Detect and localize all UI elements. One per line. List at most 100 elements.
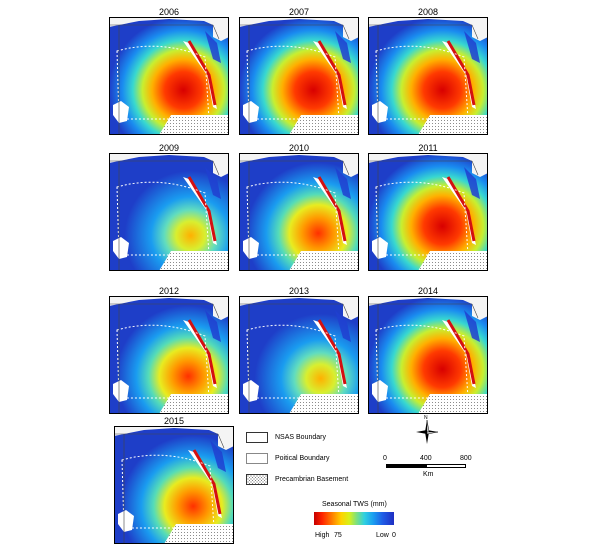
- sea-area: [368, 17, 488, 41]
- scale-bar-black: [386, 464, 426, 468]
- tws-map-2013: [239, 296, 359, 414]
- map-panel-2013: 2013: [239, 287, 359, 414]
- political-boundary: [109, 24, 220, 135]
- sea-area: [239, 296, 359, 320]
- map-panel-2014: 2014: [368, 287, 488, 414]
- panel-year-label: 2008: [417, 7, 439, 17]
- map-panel-2015: 2015: [114, 417, 234, 544]
- sea-area: [368, 296, 488, 320]
- scale-unit: Km: [423, 471, 434, 478]
- gilf-kebir-white-patch: [113, 101, 129, 123]
- map-panel-2009: 2009: [109, 144, 229, 271]
- panel-year-label: 2010: [288, 143, 310, 153]
- red-sea-coast-highlight: [187, 40, 217, 106]
- gilf-kebir-white-patch: [372, 101, 388, 123]
- nsas-boundary: [116, 181, 210, 256]
- political-boundary: [368, 160, 479, 271]
- panel-frame: [368, 17, 488, 135]
- colorbar-high-value: 75: [334, 532, 342, 539]
- colorbar-low-value: 0: [392, 532, 396, 539]
- sinai-region: [205, 31, 221, 63]
- tws-map-2012: [109, 296, 229, 414]
- sinai-region: [335, 310, 351, 342]
- nsas-boundary: [375, 181, 469, 256]
- map-panel-2011: 2011: [368, 144, 488, 271]
- sinai-region: [464, 310, 480, 342]
- gilf-kebir-white-patch: [118, 510, 134, 532]
- sinai-region: [335, 167, 351, 199]
- map-panel-2012: 2012: [109, 287, 229, 414]
- sea-area: [114, 426, 234, 450]
- red-sea-coast-highlight: [187, 319, 217, 385]
- panel-year-label: 2011: [418, 143, 438, 153]
- panel-frame: [109, 153, 229, 271]
- political-boundary: [114, 433, 225, 544]
- nsas-boundary: [116, 45, 210, 120]
- red-sea-coast-highlight: [192, 449, 222, 515]
- political-boundary: [109, 160, 220, 271]
- tws-map-2015: [114, 426, 234, 544]
- scale-tick-0: 0: [383, 455, 387, 462]
- map-panel-2007: 2007: [239, 8, 359, 135]
- legend-label-political: Poitical Boundary: [275, 455, 330, 462]
- map-panel-2010: 2010: [239, 144, 359, 271]
- red-sea-coast-highlight: [317, 40, 347, 106]
- tws-map-2006: [109, 17, 229, 135]
- nsas-boundary-swatch: [246, 432, 268, 443]
- sea-area: [239, 153, 359, 177]
- scale-tick-400: 400: [420, 455, 432, 462]
- panel-year-label: 2009: [158, 143, 180, 153]
- colorbar-title: Seasonal TWS (mm): [322, 501, 387, 508]
- gilf-kebir-white-patch: [113, 237, 129, 259]
- tws-map-2010: [239, 153, 359, 271]
- gilf-kebir-white-patch: [113, 380, 129, 402]
- sinai-region: [464, 167, 480, 199]
- gilf-kebir-white-patch: [243, 380, 259, 402]
- sea-area: [109, 153, 229, 177]
- precambrian-basement-area: [159, 115, 229, 135]
- precambrian-basement-area: [159, 394, 229, 414]
- scale-tick-800: 800: [460, 455, 472, 462]
- panel-frame: [114, 426, 234, 544]
- legend-label-precambrian: Precambrian Basement: [275, 476, 349, 483]
- nsas-boundary: [246, 45, 340, 120]
- nsas-boundary: [246, 324, 340, 399]
- precambrian-basement-area: [159, 251, 229, 271]
- red-sea-coast-highlight: [317, 319, 347, 385]
- tws-map-2007: [239, 17, 359, 135]
- nsas-boundary: [375, 324, 469, 399]
- panel-frame: [239, 296, 359, 414]
- sinai-region: [335, 31, 351, 63]
- legend-label-nsas: NSAS Boundary: [275, 434, 326, 441]
- precambrian-basement-area: [418, 115, 488, 135]
- precambrian-basement-area: [418, 251, 488, 271]
- gilf-kebir-white-patch: [243, 101, 259, 123]
- panel-frame: [109, 17, 229, 135]
- tws-map-2014: [368, 296, 488, 414]
- panel-frame: [239, 153, 359, 271]
- red-sea-coast-highlight: [446, 319, 476, 385]
- tws-map-2009: [109, 153, 229, 271]
- panel-year-label: 2014: [417, 286, 439, 296]
- tws-map-2008: [368, 17, 488, 135]
- gilf-kebir-white-patch: [372, 380, 388, 402]
- red-sea-coast-highlight: [187, 176, 217, 242]
- scale-bar-white: [426, 464, 466, 468]
- political-boundary: [239, 160, 350, 271]
- sea-area: [239, 17, 359, 41]
- map-panel-2006: 2006: [109, 8, 229, 135]
- sea-area: [109, 296, 229, 320]
- sinai-region: [205, 167, 221, 199]
- north-arrow-label: N: [424, 415, 428, 421]
- gilf-kebir-white-patch: [243, 237, 259, 259]
- north-arrow-icon: [416, 419, 439, 444]
- nsas-boundary: [116, 324, 210, 399]
- panel-year-label: 2013: [288, 286, 310, 296]
- red-sea-coast-highlight: [446, 176, 476, 242]
- panel-year-label: 2012: [158, 286, 180, 296]
- political-boundary: [368, 24, 479, 135]
- panel-frame: [109, 296, 229, 414]
- political-boundary: [239, 24, 350, 135]
- colorbar-low-label: Low: [376, 532, 389, 539]
- map-panel-2008: 2008: [368, 8, 488, 135]
